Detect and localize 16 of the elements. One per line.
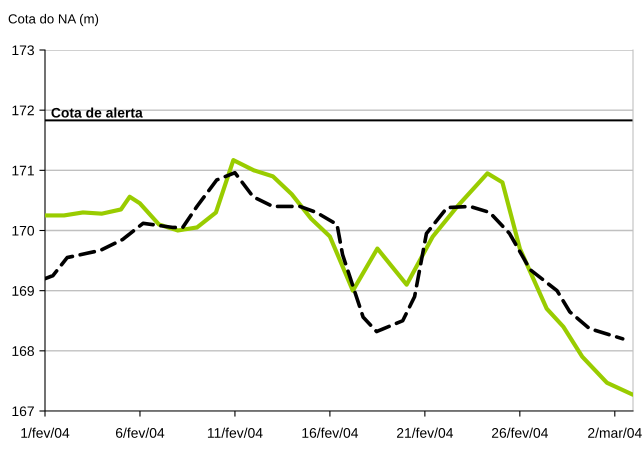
y-axis-title: Cota do NA (m)	[8, 14, 98, 26]
y-tick-label: 170	[12, 226, 34, 236]
x-tick-label: 21/fev/04	[396, 428, 454, 438]
x-tick-label: 26/fev/04	[492, 428, 548, 438]
y-tick-label: 172	[12, 106, 34, 116]
y-tick-label: 171	[12, 166, 34, 176]
y-tick-label: 168	[12, 346, 34, 356]
y-tick-label: 173	[12, 45, 34, 56]
x-tick-label: 11/fev/04	[208, 428, 263, 438]
ref-line-label: Cota de alerta	[51, 107, 143, 118]
x-tick-label: 16/fev/04	[302, 428, 358, 438]
y-tick-label: 169	[12, 286, 34, 296]
x-tick-label: 1/fev/04	[21, 428, 70, 438]
y-tick-label: 167	[12, 406, 34, 416]
x-tick-label: 2/mar/04	[588, 428, 642, 438]
x-tick-label: 6/fev/04	[116, 428, 164, 438]
